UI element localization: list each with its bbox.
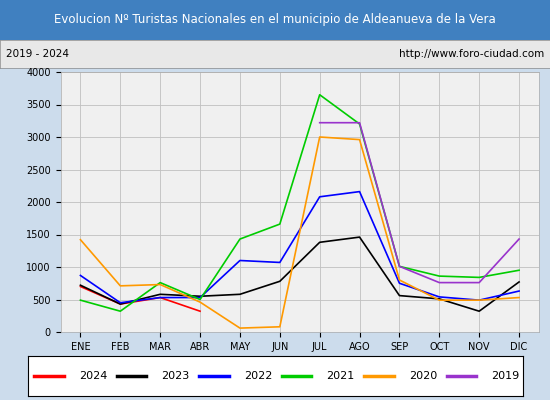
Text: 2021: 2021 xyxy=(326,371,354,381)
Text: 2024: 2024 xyxy=(79,371,107,381)
Text: 2019: 2019 xyxy=(491,371,519,381)
Text: http://www.foro-ciudad.com: http://www.foro-ciudad.com xyxy=(399,49,544,59)
Text: 2023: 2023 xyxy=(161,371,189,381)
Text: 2022: 2022 xyxy=(244,371,272,381)
Text: Evolucion Nº Turistas Nacionales en el municipio de Aldeanueva de la Vera: Evolucion Nº Turistas Nacionales en el m… xyxy=(54,14,496,26)
Text: 2020: 2020 xyxy=(409,371,437,381)
Text: 2019 - 2024: 2019 - 2024 xyxy=(6,49,69,59)
